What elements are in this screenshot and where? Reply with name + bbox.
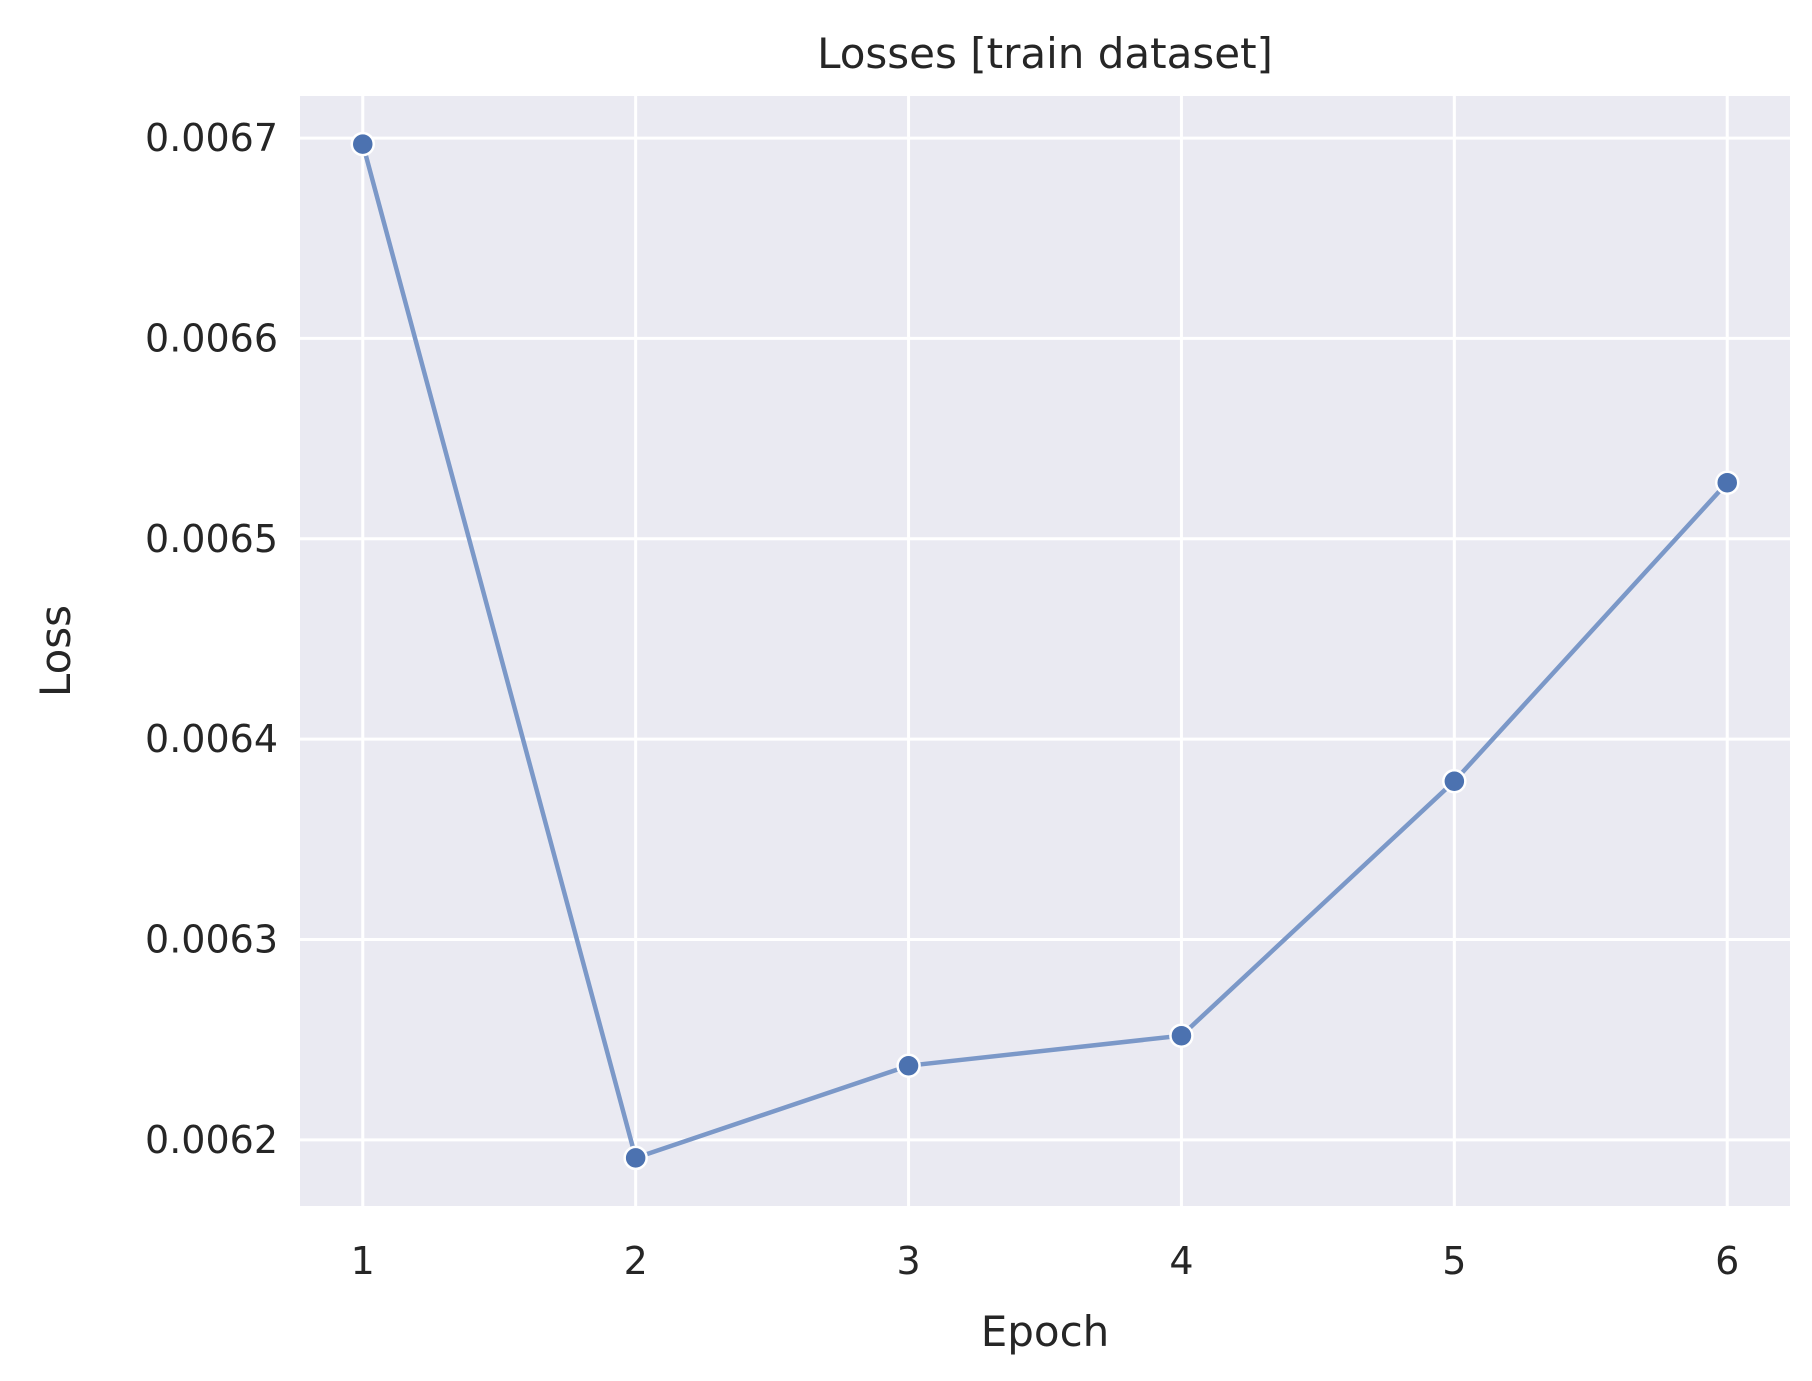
x-axis-label: Epoch bbox=[981, 1307, 1110, 1356]
y-tick-label: 0.0063 bbox=[145, 918, 278, 962]
data-point bbox=[1169, 1023, 1194, 1048]
plot-background bbox=[300, 96, 1790, 1206]
x-tick-label: 5 bbox=[1442, 1239, 1466, 1283]
x-tick-label: 1 bbox=[351, 1239, 375, 1283]
x-tick-label: 4 bbox=[1169, 1239, 1193, 1283]
series-layer bbox=[350, 131, 1740, 1171]
x-tick-label: 3 bbox=[896, 1239, 920, 1283]
y-tick-label: 0.0066 bbox=[145, 316, 278, 360]
data-point bbox=[1442, 768, 1467, 794]
data-point bbox=[1714, 470, 1740, 495]
chart-title: Losses [train dataset] bbox=[817, 29, 1273, 78]
series-line bbox=[360, 141, 1730, 1161]
y-tick-label: 0.0067 bbox=[145, 116, 278, 160]
data-point bbox=[623, 1145, 648, 1171]
y-tick-label: 0.0065 bbox=[145, 517, 278, 561]
grid-lines bbox=[300, 96, 1790, 1206]
tick-labels: 1 2 3 4 5 6 0.0062 0.0063 0.0064 0.0065 0.0066 0.00… bbox=[145, 116, 1739, 1283]
data-point bbox=[896, 1053, 921, 1078]
x-tick-label: 6 bbox=[1715, 1239, 1739, 1283]
y-tick-label: 0.0064 bbox=[145, 717, 278, 761]
y-axis-label: Loss bbox=[31, 605, 80, 697]
x-tick-label: 2 bbox=[624, 1239, 648, 1283]
y-tick-label: 0.0062 bbox=[145, 1118, 278, 1162]
data-point bbox=[350, 131, 376, 157]
